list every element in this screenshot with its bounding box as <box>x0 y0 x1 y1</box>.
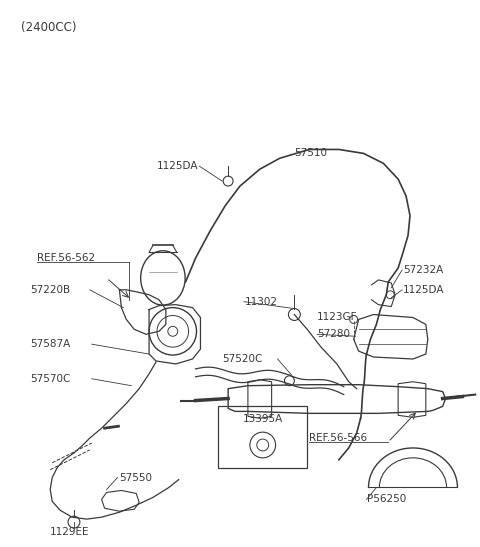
Text: (2400CC): (2400CC) <box>21 21 76 34</box>
Text: 13395A: 13395A <box>242 414 283 424</box>
Text: 1125DA: 1125DA <box>157 161 199 171</box>
Text: 57220B: 57220B <box>30 285 71 295</box>
Text: 11302: 11302 <box>245 296 278 307</box>
Text: 57280: 57280 <box>317 329 350 339</box>
Text: 57510: 57510 <box>294 148 327 159</box>
Text: 57570C: 57570C <box>30 374 71 384</box>
Text: 1129EE: 1129EE <box>50 527 90 537</box>
Text: 57520C: 57520C <box>222 354 263 364</box>
Text: REF.56-562: REF.56-562 <box>37 253 96 263</box>
Text: REF.56-566: REF.56-566 <box>309 433 367 443</box>
Bar <box>218 406 307 468</box>
Text: 1125DA: 1125DA <box>403 285 444 295</box>
Text: 57587A: 57587A <box>30 339 71 349</box>
Text: 57232A: 57232A <box>403 265 444 275</box>
Text: 1123GF: 1123GF <box>317 312 358 323</box>
Text: 57550: 57550 <box>120 473 153 482</box>
Text: P56250: P56250 <box>367 494 406 504</box>
